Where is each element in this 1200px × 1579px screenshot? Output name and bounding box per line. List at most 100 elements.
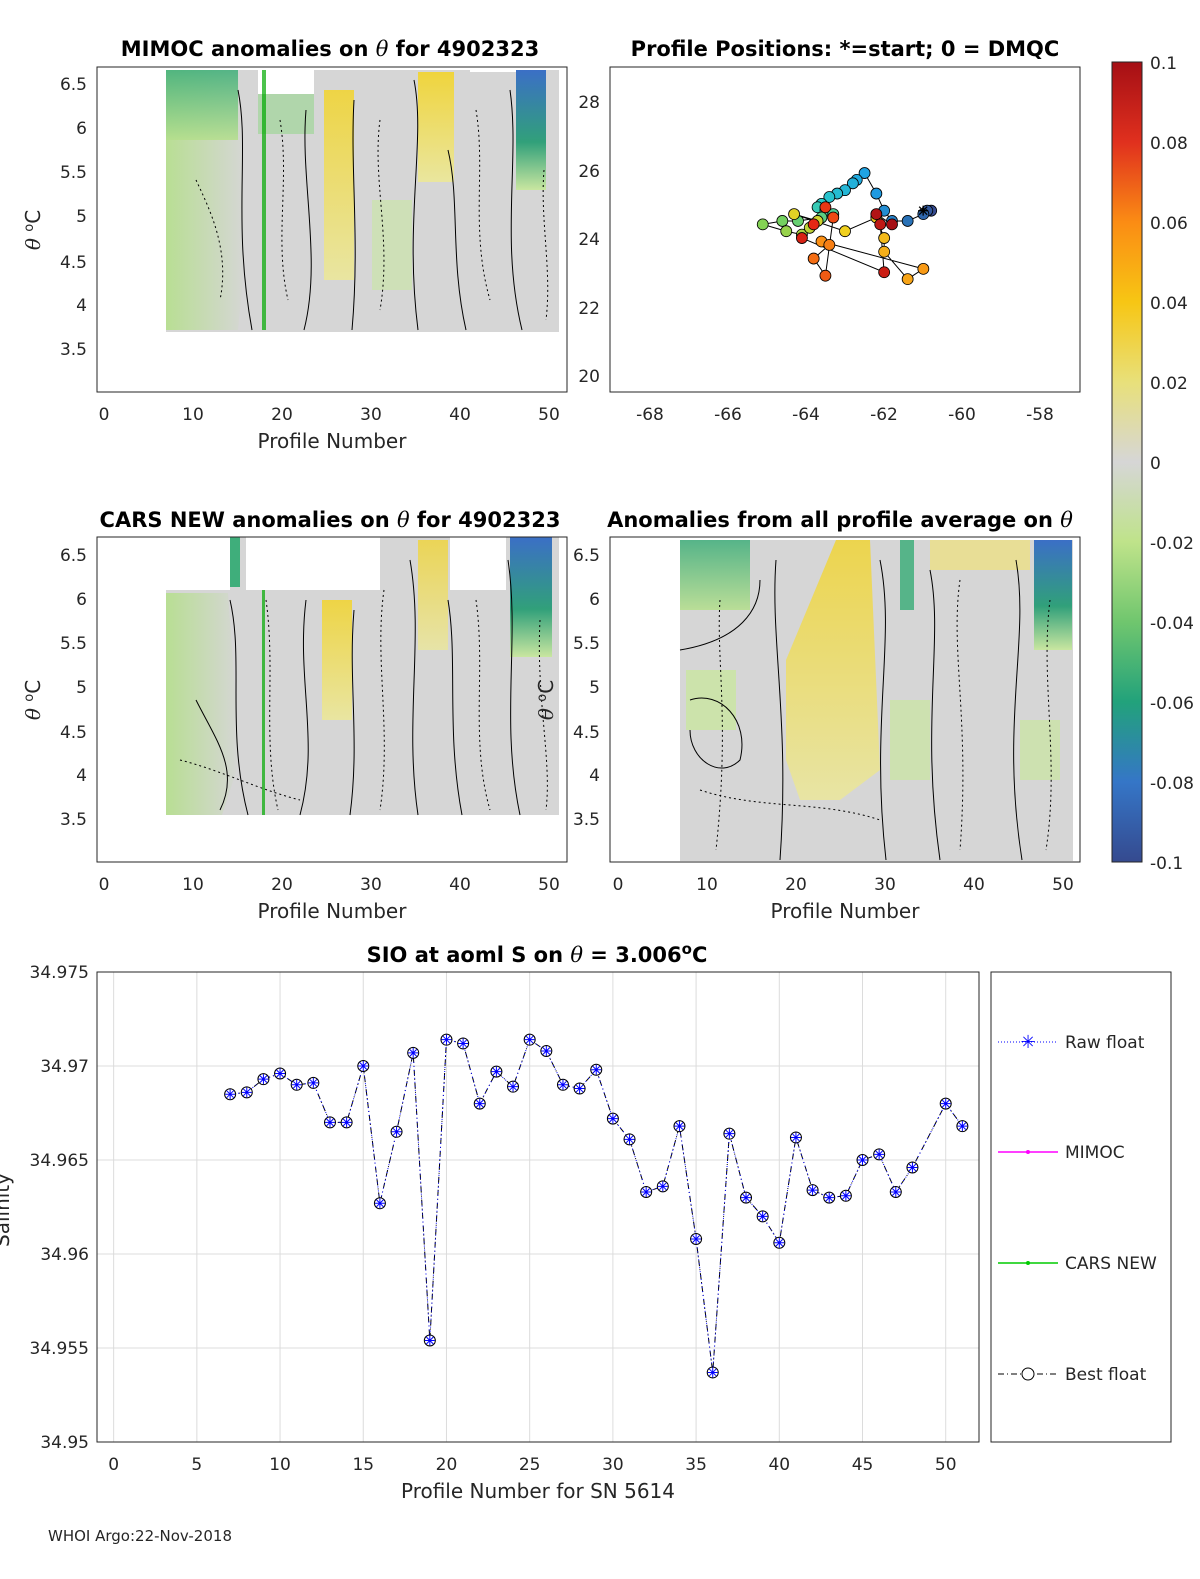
position-marker: [901, 273, 914, 286]
position-marker: [846, 177, 859, 190]
average-xtick: 0: [613, 875, 624, 895]
salinity-xtick: 20: [436, 1455, 458, 1475]
data-point: [290, 1078, 303, 1091]
colorbar-tick: -0.08: [1150, 774, 1194, 794]
mimoc-ytick: 5: [76, 207, 87, 227]
raw-float-marker: [957, 1121, 968, 1132]
cars-ytick: 4.5: [60, 723, 87, 743]
cars-axes: [96, 536, 568, 863]
raw-float-marker: [691, 1233, 702, 1244]
position-marker: [819, 269, 832, 282]
colorbar-tick: -0.02: [1150, 534, 1194, 554]
cars-y-ticks: 3.5 4 4.5 5 5.5 6 6.5: [60, 546, 87, 830]
colorbar-tick: 0.1: [1150, 54, 1177, 74]
raw-float-line: [230, 1038, 963, 1373]
position-marker: [901, 215, 914, 227]
position-marker: [878, 266, 891, 279]
mimoc-xtick: 10: [182, 405, 204, 425]
salinity-x-ticks: 0 5 10 15 20 25 30 35 40 45 50: [108, 1455, 956, 1475]
data-point: [507, 1080, 520, 1093]
cars-ylabel: θ oC: [21, 680, 45, 720]
raw-float-marker: [324, 1117, 335, 1128]
positions-ytick: 22: [578, 299, 600, 319]
position-marker: [756, 218, 769, 231]
mimoc-ytick: 3.5: [60, 340, 87, 360]
positions-ytick: 20: [578, 367, 600, 387]
position-marker: [874, 218, 887, 231]
cars-xtick: 40: [449, 875, 471, 895]
positions-xtick: -58: [1026, 405, 1054, 425]
average-ytick: 5.5: [573, 634, 600, 654]
average-xtick: 50: [1052, 875, 1074, 895]
asterisk-icon: ✳: [1020, 1032, 1035, 1053]
average-ytick: 6: [589, 590, 600, 610]
raw-float-marker: [824, 1192, 835, 1203]
legend-item-mimoc: MIMOC: [998, 1143, 1125, 1163]
legend-label: MIMOC: [1065, 1143, 1125, 1163]
salinity-xlabel: Profile Number for SN 5614: [401, 1479, 675, 1503]
salinity-ytick: 34.975: [30, 963, 89, 983]
salinity-xtick: 0: [108, 1455, 119, 1475]
cars-ytick: 6: [76, 590, 87, 610]
position-marker: [807, 252, 820, 265]
average-ytick: 6.5: [573, 546, 600, 566]
salinity-xtick: 45: [852, 1455, 874, 1475]
average-heatmap: [679, 540, 1073, 861]
raw-float-marker: [258, 1074, 269, 1085]
raw-float-marker: [741, 1192, 752, 1203]
data-point: [606, 1112, 619, 1125]
raw-float-marker: [225, 1089, 236, 1100]
average-ytick: 3.5: [573, 810, 600, 830]
data-point: [473, 1097, 486, 1110]
average-ytick: 4.5: [573, 723, 600, 743]
salinity-xtick: 30: [602, 1455, 624, 1475]
cars-ytick: 3.5: [60, 810, 87, 830]
footer-credit: WHOI Argo:22-Nov-2018: [48, 1527, 232, 1545]
position-marker: [807, 218, 820, 231]
positions-x-ticks: -68 -66 -64 -62 -60 -58: [636, 405, 1054, 425]
raw-float-marker: [890, 1186, 901, 1197]
raw-float-marker: [641, 1186, 652, 1197]
data-point: [390, 1125, 403, 1138]
position-marker: [878, 232, 891, 244]
data-point: [789, 1131, 802, 1144]
average-title: Anomalies from all profile average on θ: [607, 508, 1073, 532]
salinity-ylabel-clip: Salinity: [0, 1173, 14, 1247]
positions-ytick: 24: [578, 230, 600, 250]
salinity-xtick: 5: [191, 1455, 202, 1475]
raw-float-marker: [857, 1155, 868, 1165]
data-point: [357, 1060, 370, 1072]
raw-float-marker: [724, 1128, 735, 1139]
colorbar-tick: -0.04: [1150, 614, 1194, 634]
positions-title: Profile Positions: *=start; 0 = DMQC: [631, 37, 1060, 61]
position-markers: [756, 167, 938, 286]
salinity-xtick: 10: [269, 1455, 291, 1475]
legend-item-cars-new: CARS NEW: [998, 1254, 1157, 1274]
raw-float-marker: [358, 1061, 369, 1071]
positions-panel: Profile Positions: *=start; 0 = DMQC -68…: [578, 37, 1081, 425]
cars-heatmap: [166, 537, 559, 816]
legend-label: CARS NEW: [1065, 1254, 1157, 1274]
salinity-ylabel: Salinity: [0, 1173, 14, 1247]
mimoc-xtick: 40: [449, 405, 471, 425]
raw-float-marker: [940, 1098, 951, 1109]
position-marker: [886, 218, 898, 231]
dot-icon: [1026, 1150, 1030, 1154]
legend: ✳ Raw float MIMOC CARS NEW Best float: [990, 971, 1172, 1443]
colorbar: 0.1 0.08 0.06 0.04 0.02 0 -0.02 -0.04 -0…: [1111, 54, 1194, 874]
data-point: [523, 1033, 536, 1046]
raw-float-marker: [508, 1081, 519, 1092]
best-float-line: [230, 1038, 963, 1373]
raw-float-marker: [657, 1181, 668, 1192]
data-point: [423, 1334, 436, 1347]
average-xtick: 20: [785, 875, 807, 895]
cars-panel: CARS NEW anomalies on θ for 4902323 0 10…: [21, 508, 568, 923]
positions-ytick: 28: [578, 93, 600, 113]
salinity-ytick: 34.955: [30, 1339, 89, 1359]
raw-float-marker: [341, 1117, 352, 1128]
colorbar-tick: 0.08: [1150, 134, 1188, 154]
raw-float-marker: [391, 1126, 402, 1137]
cars-ytick: 5.5: [60, 634, 87, 654]
position-marker: [870, 208, 883, 221]
